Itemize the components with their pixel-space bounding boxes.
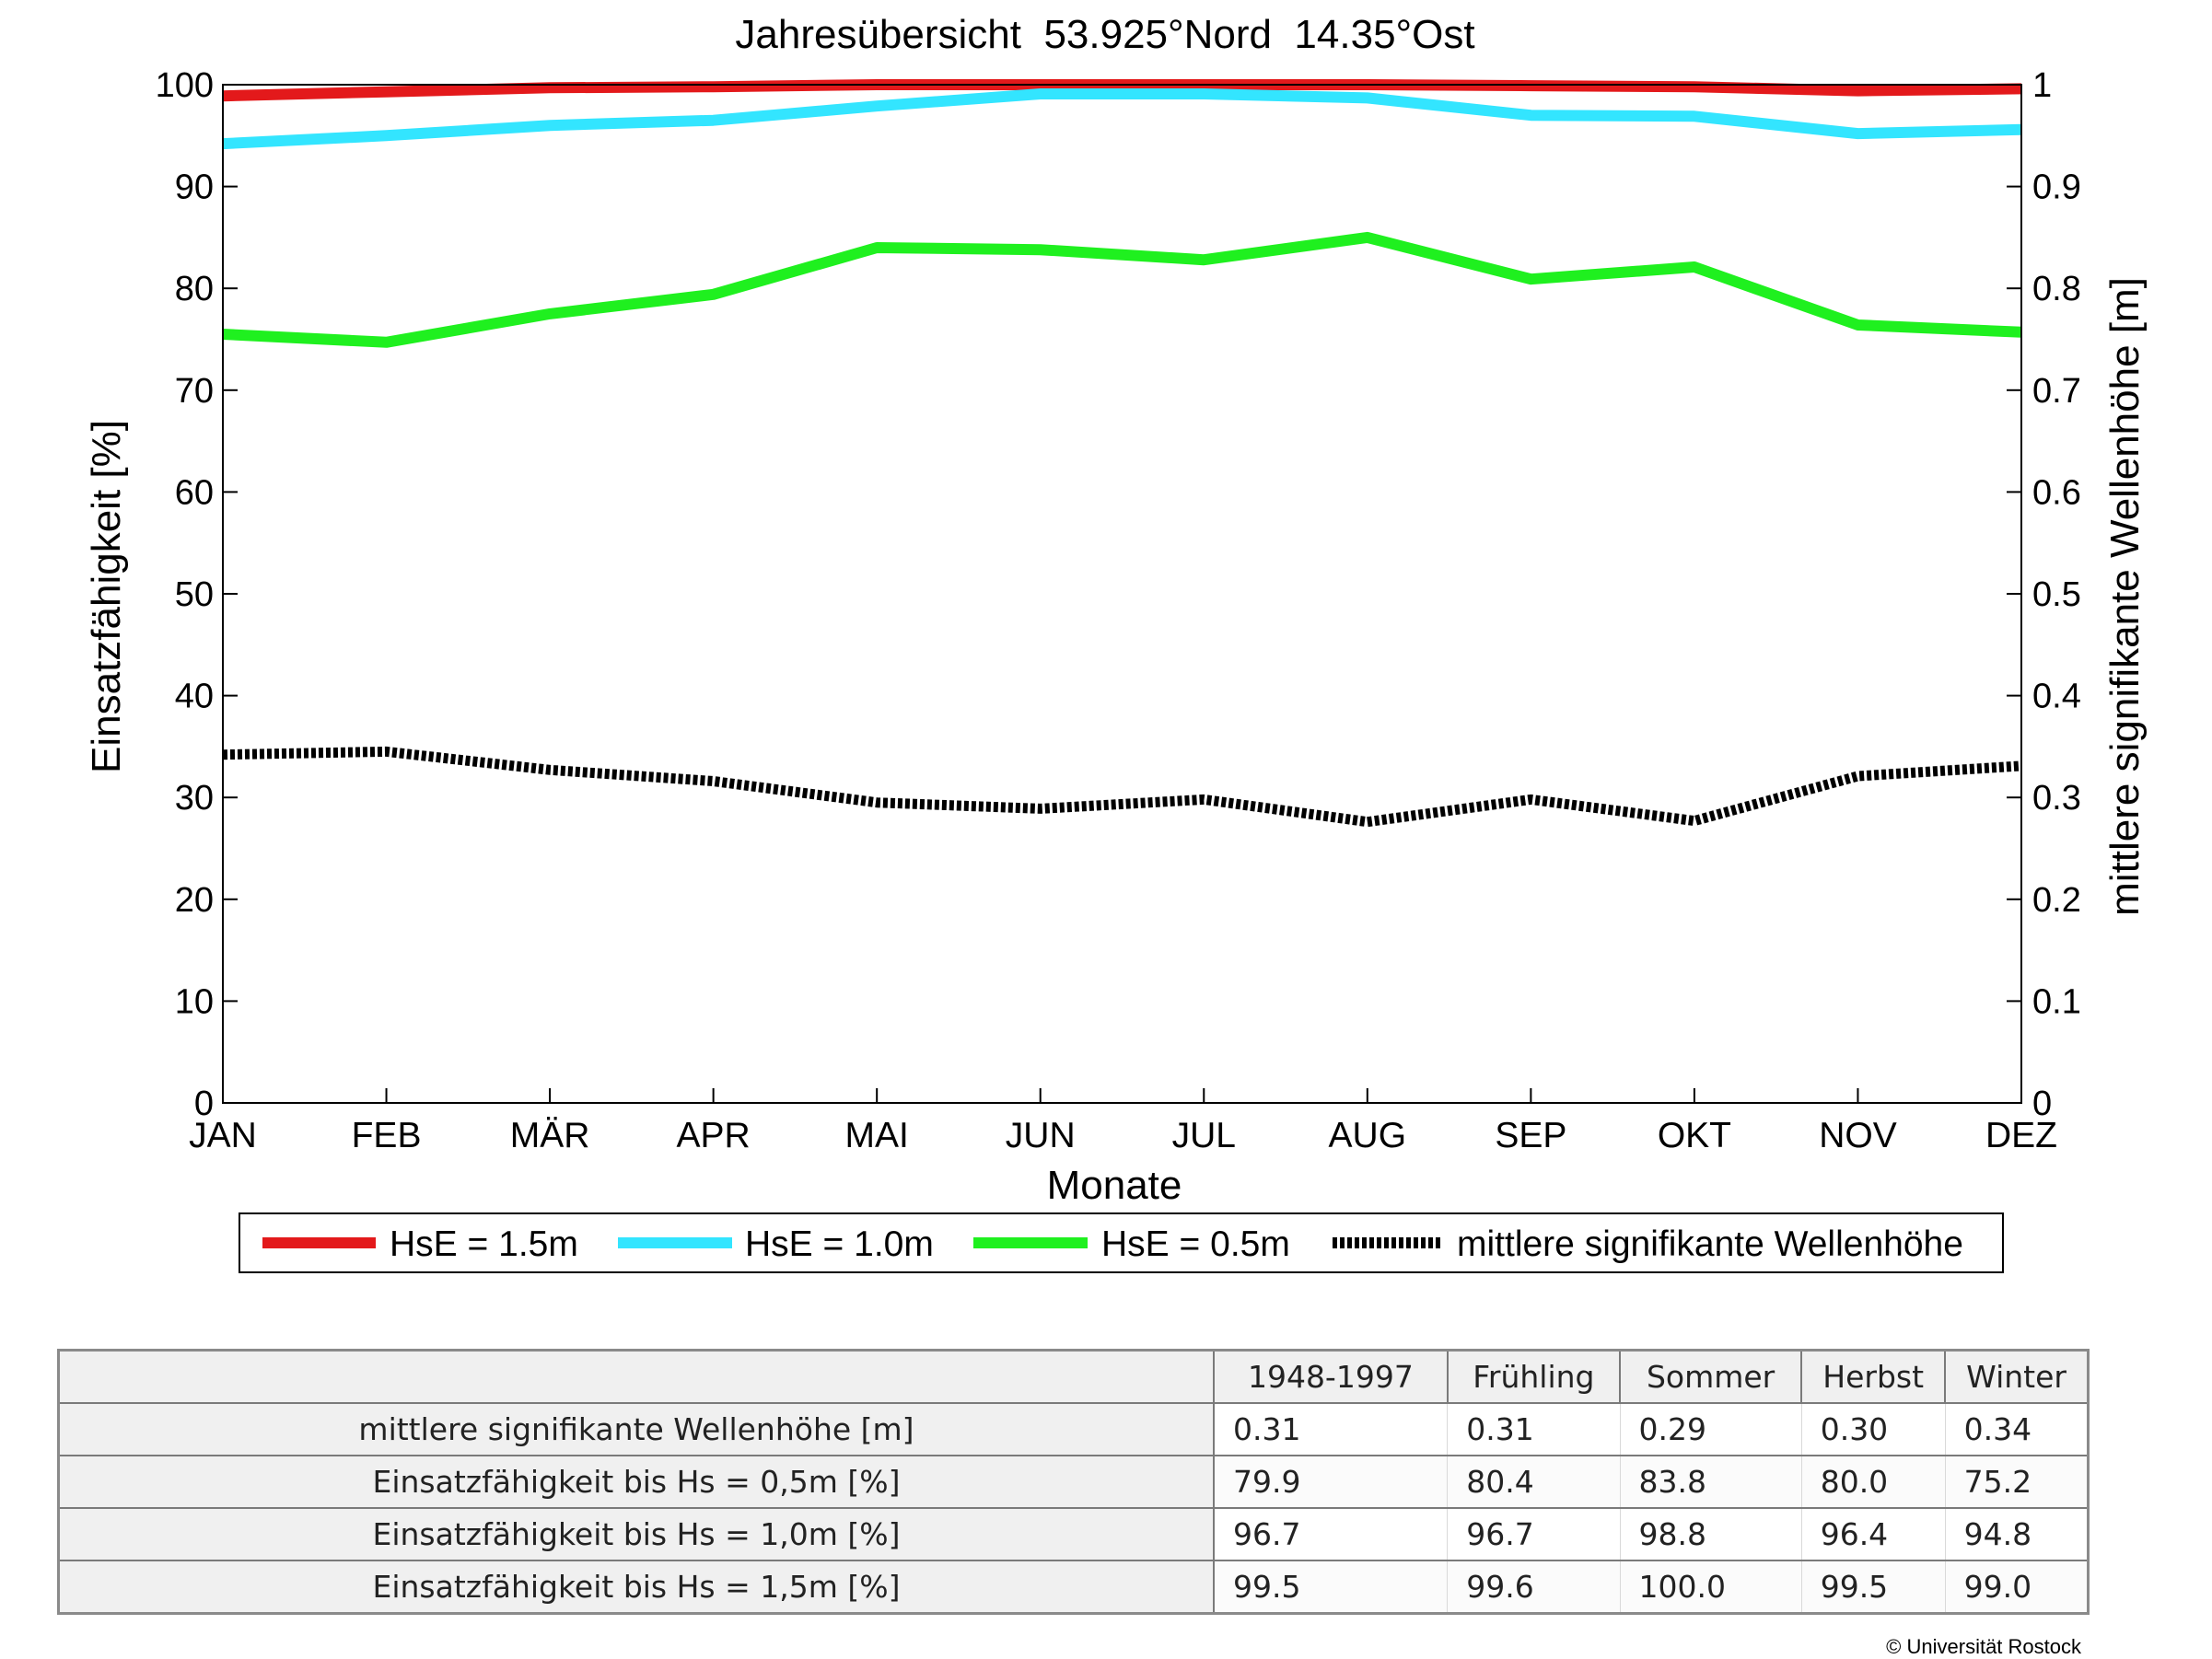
y-tick-label: 40: [175, 678, 214, 716]
x-tick-label: JUL: [1172, 1116, 1236, 1155]
y2-tick-label: 0: [2032, 1085, 2052, 1123]
x-tick-label: NOV: [1819, 1116, 1897, 1155]
table-row: Einsatzfähigkeit bis Hs = 0,5m [%] 79.9 …: [57, 1455, 2090, 1509]
series-line-2: [222, 231, 2022, 348]
table-cell: 83.8: [1619, 1455, 1802, 1509]
legend-label-hse-10: HsE = 1.0m: [745, 1224, 934, 1264]
table-cell: 99.0: [1944, 1560, 2090, 1615]
table-row: Einsatzfähigkeit bis Hs = 1,0m [%] 96.7 …: [57, 1507, 2090, 1561]
copyright-notice: © Universität Rostock: [1886, 1635, 2081, 1658]
summary-table: 1948-1997 Frühling Sommer Herbst Winter …: [57, 1349, 2090, 1615]
x-tick-label: OKT: [1658, 1116, 1731, 1155]
table-row-label: Einsatzfähigkeit bis Hs = 1,0m [%]: [57, 1507, 1215, 1561]
table-cell: 75.2: [1944, 1455, 2090, 1509]
table-header-cell: Frühling: [1446, 1349, 1622, 1404]
table-cell: 0.31: [1447, 1402, 1621, 1456]
x-tick-label: JUN: [1006, 1116, 1076, 1155]
table-row-label: Einsatzfähigkeit bis Hs = 0,5m [%]: [57, 1455, 1215, 1509]
y-tick-label: 80: [175, 270, 214, 308]
table-cell: 0.30: [1800, 1402, 1946, 1456]
x-tick-label: DEZ: [1985, 1116, 2057, 1155]
chart-title: Jahresübersicht 53.925°Nord 14.35°Ost: [735, 12, 1474, 57]
legend-label-hse-15: HsE = 1.5m: [390, 1224, 578, 1264]
y2-tick-label: 0.4: [2032, 678, 2081, 716]
series-line-1: [222, 88, 2022, 150]
x-tick-label: MAI: [845, 1116, 909, 1155]
table-cell: 99.5: [1213, 1560, 1449, 1615]
table-header-cell: 1948-1997: [1213, 1349, 1449, 1404]
legend: HsE = 1.5m HsE = 1.0m HsE = 0.5m mittler…: [239, 1212, 2004, 1273]
table-header-cell: Winter: [1944, 1349, 2090, 1404]
table-cell: 96.7: [1447, 1507, 1621, 1561]
y-tick-label: 60: [175, 473, 214, 512]
table-cell: 94.8: [1944, 1507, 2090, 1561]
y2-axis-label: mittlere signifikante Wellenhöhe [m]: [2102, 277, 2148, 916]
x-tick-label: SEP: [1495, 1116, 1566, 1155]
table-header-row: 1948-1997 Frühling Sommer Herbst Winter: [57, 1349, 2090, 1404]
legend-label-hse-05: HsE = 0.5m: [1101, 1224, 1290, 1264]
y-tick-label: 0: [194, 1085, 214, 1123]
legend-box: [239, 1212, 2004, 1273]
table-cell: 99.6: [1447, 1560, 1621, 1615]
table-row-label: mittlere signifikante Wellenhöhe [m]: [57, 1402, 1215, 1456]
y-tick-label: 70: [175, 372, 214, 411]
y2-tick-label: 0.8: [2032, 270, 2081, 308]
x-axis-label: Monate: [1047, 1163, 1182, 1208]
table-cell: 79.9: [1213, 1455, 1449, 1509]
chart: Jahresübersicht 53.925°Nord 14.35°Ost 0 1…: [84, 12, 2148, 1273]
y-axis-label: Einsatzfähigkeit [%]: [84, 420, 129, 773]
table-cell: 0.34: [1944, 1402, 2090, 1456]
legend-label-wave-height: mittlere signifikante Wellenhöhe: [1457, 1224, 1963, 1264]
table-row: mittlere signifikante Wellenhöhe [m] 0.3…: [57, 1402, 2090, 1456]
table-cell: 96.4: [1800, 1507, 1946, 1561]
y-tick-label: 90: [175, 168, 214, 207]
table-cell: 96.7: [1213, 1507, 1449, 1561]
y2-tick-label: 0.9: [2032, 168, 2081, 207]
y-tick-label: 30: [175, 779, 214, 818]
y2-tick-label: 0.7: [2032, 372, 2081, 411]
y2-tick-label: 0.6: [2032, 473, 2081, 512]
x-tick-label: FEB: [352, 1116, 422, 1155]
table-cell: 80.4: [1447, 1455, 1621, 1509]
table-row-label: Einsatzfähigkeit bis Hs = 1,5m [%]: [57, 1560, 1215, 1615]
y-tick-label: 100: [156, 66, 214, 105]
table-row: Einsatzfähigkeit bis Hs = 1,5m [%] 99.5 …: [57, 1560, 2090, 1615]
table-header-cell: Sommer: [1619, 1349, 1803, 1404]
y2-tick-label: 0.1: [2032, 982, 2081, 1021]
x-tick-label: JAN: [189, 1116, 257, 1155]
table-cell: 0.31: [1213, 1402, 1449, 1456]
table-cell: 100.0: [1619, 1560, 1802, 1615]
plot-area: 0 10 20 30 40 50 60 70 80 90 100 0 0.1 0.2 0.3 0.4 0.5 0.…: [156, 66, 2081, 1155]
plot-frame: [222, 84, 2022, 1104]
series-line-3: [222, 746, 2022, 828]
x-tick-label: AUG: [1329, 1116, 1407, 1155]
y-tick-label: 50: [175, 575, 214, 614]
x-tick-label: MÄR: [510, 1116, 590, 1155]
table-cell: 98.8: [1619, 1507, 1802, 1561]
y2-tick-label: 0.5: [2032, 575, 2081, 614]
y2-tick-label: 0.2: [2032, 881, 2081, 920]
table-header-cell: Herbst: [1800, 1349, 1947, 1404]
table-cell: 80.0: [1800, 1455, 1946, 1509]
table-cell: 0.29: [1619, 1402, 1802, 1456]
y2-tick-label: 0.3: [2032, 779, 2081, 818]
table-header-corner: [57, 1349, 1215, 1404]
y2-tick-label: 1: [2032, 66, 2052, 105]
y-tick-label: 20: [175, 881, 214, 920]
y-tick-label: 10: [175, 982, 214, 1021]
table-cell: 99.5: [1800, 1560, 1946, 1615]
x-tick-label: APR: [677, 1116, 751, 1155]
